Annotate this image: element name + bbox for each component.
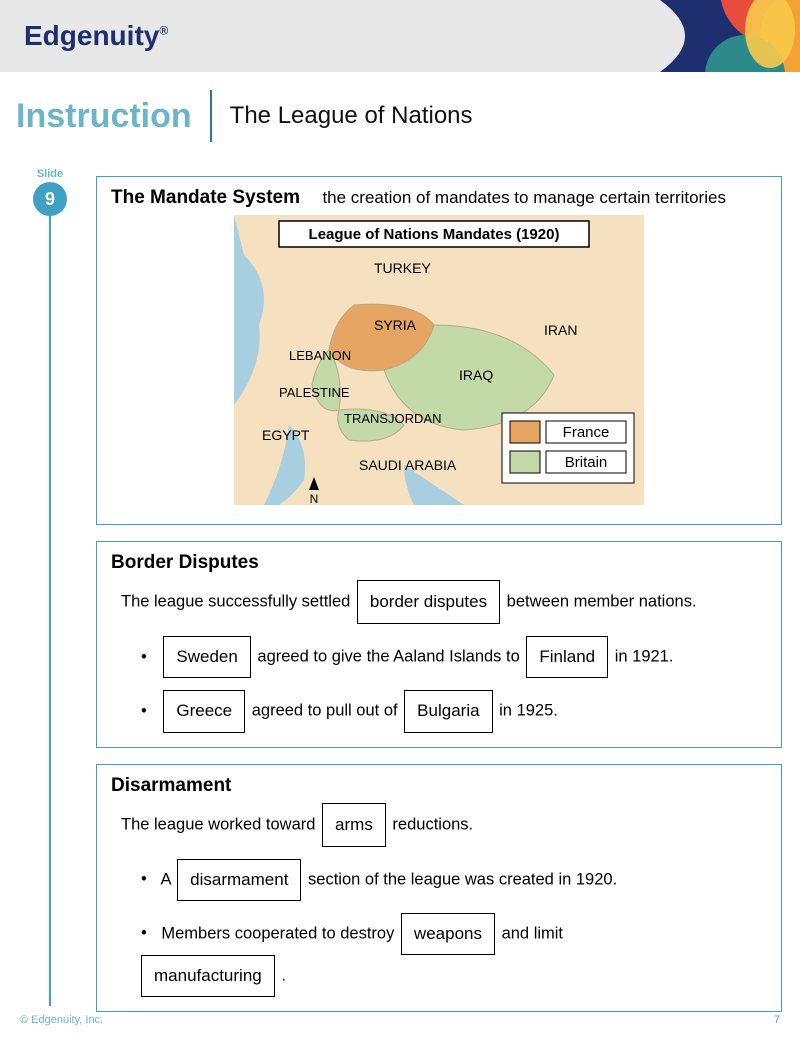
svg-text:SYRIA: SYRIA xyxy=(374,317,417,333)
svg-text:LEBANON: LEBANON xyxy=(289,348,351,363)
disarm-line1: The league worked toward arms reductions… xyxy=(111,803,767,847)
fill-greece[interactable]: Greece xyxy=(163,690,245,732)
copyright: © Edgenuity, Inc. xyxy=(20,1014,103,1026)
map-title: League of Nations Mandates (1920) xyxy=(309,226,560,243)
slide-number-badge: 9 xyxy=(33,182,67,216)
brand-text: Edgenuity xyxy=(24,20,159,51)
svg-text:TURKEY: TURKEY xyxy=(374,260,431,276)
mandate-map: League of Nations Mandates (1920) TURKEY… xyxy=(234,215,644,510)
svg-text:PALESTINE: PALESTINE xyxy=(279,385,350,400)
slide-timeline xyxy=(49,216,51,1006)
registered-icon: ® xyxy=(159,24,168,38)
page-number: 7 xyxy=(774,1014,780,1026)
disarm-bullet-1: A disarmament section of the league was … xyxy=(111,859,767,901)
fill-disarmament[interactable]: disarmament xyxy=(177,859,301,901)
fill-weapons[interactable]: weapons xyxy=(401,913,495,955)
svg-text:Britain: Britain xyxy=(565,454,608,471)
mandate-card: The Mandate System the creation of manda… xyxy=(96,176,782,525)
fill-arms[interactable]: arms xyxy=(322,803,386,847)
lesson-title: The League of Nations xyxy=(230,102,473,130)
slide-indicator: Slide 9 xyxy=(30,168,70,1006)
svg-text:TRANSJORDAN: TRANSJORDAN xyxy=(344,411,442,426)
slide-label: Slide xyxy=(30,168,70,180)
section-label: Instruction xyxy=(16,97,210,136)
border-bullet-1: Sweden agreed to give the Aaland Islands… xyxy=(111,636,767,678)
svg-text:France: France xyxy=(563,424,610,441)
brand-logo: Edgenuity® xyxy=(24,20,168,52)
svg-text:N: N xyxy=(310,492,319,505)
disarm-bullet-2: Members cooperated to destroy weapons an… xyxy=(111,913,767,998)
disarmament-card: Disarmament The league worked toward arm… xyxy=(96,764,782,1013)
fill-sweden[interactable]: Sweden xyxy=(163,636,250,678)
border-bullet-2: Greece agreed to pull out of Bulgaria in… xyxy=(111,690,767,732)
svg-text:EGYPT: EGYPT xyxy=(262,427,310,443)
svg-text:IRAN: IRAN xyxy=(544,322,577,338)
fill-border-disputes[interactable]: border disputes xyxy=(357,580,500,624)
fill-manufacturing[interactable]: manufacturing xyxy=(141,955,275,997)
top-bar: Edgenuity® xyxy=(0,0,800,72)
content-area: The Mandate System the creation of manda… xyxy=(96,176,782,1028)
disarm-title: Disarmament xyxy=(111,775,231,796)
header-divider xyxy=(210,90,212,142)
lesson-header: Instruction The League of Nations xyxy=(0,72,800,152)
mandate-title: The Mandate System xyxy=(111,187,300,208)
border-title: Border Disputes xyxy=(111,552,259,573)
page-footer: © Edgenuity, Inc. 7 xyxy=(20,1014,780,1026)
border-line1: The league successfully settled border d… xyxy=(111,580,767,624)
mandate-subtitle: the creation of mandates to manage certa… xyxy=(322,188,726,207)
border-disputes-card: Border Disputes The league successfully … xyxy=(96,541,782,748)
header-art xyxy=(600,0,800,72)
fill-bulgaria[interactable]: Bulgaria xyxy=(404,690,492,732)
svg-text:IRAQ: IRAQ xyxy=(459,367,493,383)
svg-text:SAUDI ARABIA: SAUDI ARABIA xyxy=(359,457,457,473)
fill-finland[interactable]: Finland xyxy=(526,636,608,678)
